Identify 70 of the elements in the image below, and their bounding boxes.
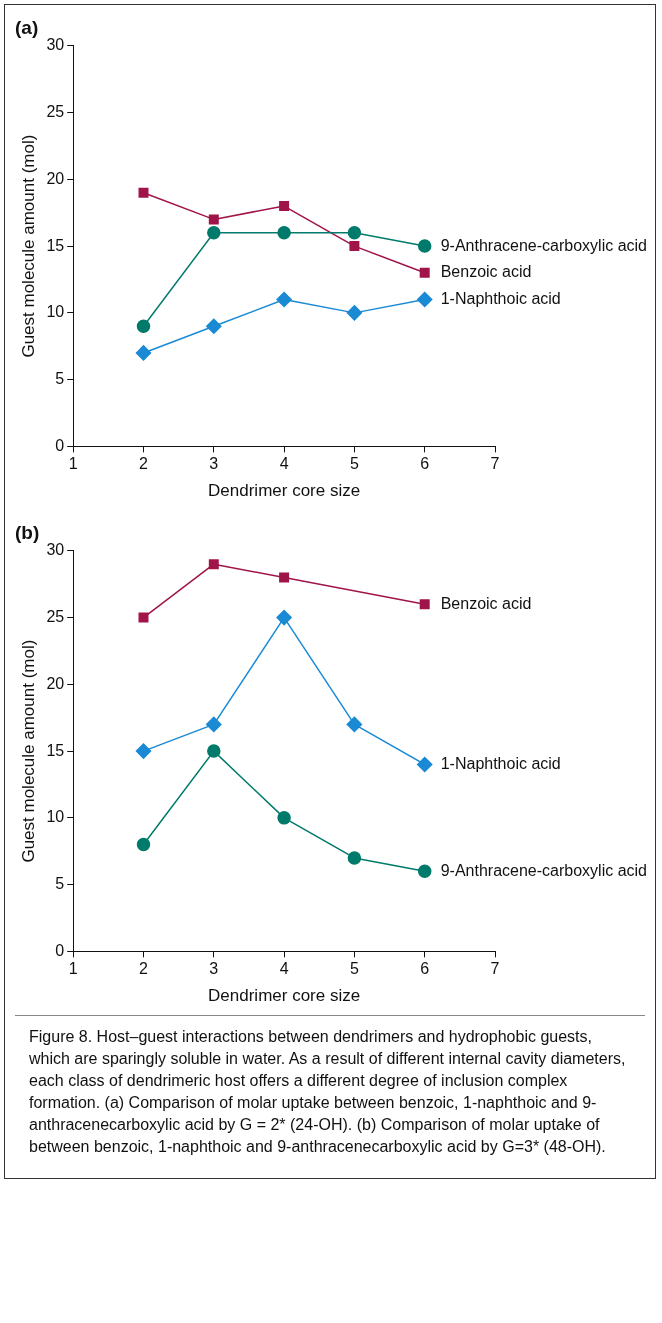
- point: [419, 599, 430, 610]
- x-tick-label: 7: [490, 960, 500, 978]
- point: [138, 187, 149, 198]
- point: [276, 291, 292, 308]
- y-tick-label: 20: [46, 674, 65, 692]
- x-tick-label: 4: [279, 960, 289, 978]
- x-axis-title: Dendrimer core size: [208, 481, 361, 501]
- point: [138, 612, 149, 623]
- y-tick-label: 25: [46, 607, 65, 625]
- chart-title: (a): [15, 16, 39, 38]
- caption: Figure 8. Host–guest interactions between dendrimers and hydrophobic guests, which are sparingly soluble in water. As a result of different internal cavity diameters, each class of dendrimeric host offers a different degree of inclusion complex formation. (a) Comparison of molar uptake between benzoic, 1-naphthoic and 9-anthracenecarboxylic acid by G = 2* (24-OH). (b) Comparison of molar uptake of between benzoic, 1-naphthoic and 9-anthracenecarboxylic acid by G=3* (48-OH).: [15, 1015, 645, 1178]
- point: [208, 559, 219, 570]
- x-tick-label: 6: [420, 960, 430, 978]
- x-tick-label: 3: [209, 960, 219, 978]
- y-tick-label: 30: [46, 36, 65, 54]
- point: [135, 345, 152, 361]
- point: [135, 743, 152, 759]
- y-tick-label: 0: [55, 941, 65, 959]
- y-tick-label: 20: [46, 169, 65, 187]
- chart-title: (b): [15, 521, 40, 543]
- point: [276, 609, 292, 626]
- series-label: 9-Anthracene-carboxylic acid: [440, 236, 648, 254]
- point: [206, 716, 222, 733]
- x-tick-label: 3: [209, 455, 219, 473]
- point: [277, 811, 291, 825]
- x-tick-label: 5: [349, 960, 359, 978]
- series-label: Benzoic acid: [440, 263, 532, 281]
- y-axis-title: Guest molecule amount (mol): [18, 134, 38, 358]
- x-tick-label: 6: [420, 455, 430, 473]
- y-tick-label: 10: [46, 808, 65, 826]
- y-tick-label: 5: [55, 875, 65, 893]
- series-label: Benzoic acid: [440, 594, 532, 612]
- point: [349, 241, 360, 252]
- y-tick-label: 15: [46, 236, 65, 254]
- point: [277, 226, 291, 240]
- point: [347, 226, 362, 240]
- y-tick-label: 5: [55, 370, 65, 388]
- x-tick-label: 5: [349, 455, 359, 473]
- y-tick-label: 10: [46, 303, 65, 321]
- point: [416, 291, 433, 308]
- y-tick-label: 0: [55, 436, 65, 454]
- point: [206, 318, 222, 334]
- series-label: 9-Anthracene-carboxylic acid: [440, 861, 648, 879]
- point: [346, 716, 363, 733]
- point: [417, 864, 432, 879]
- y-tick-label: 25: [46, 102, 65, 120]
- point: [208, 214, 219, 225]
- y-tick-label: 30: [46, 541, 65, 559]
- x-tick-label: 1: [68, 960, 78, 978]
- y-axis-title: Guest molecule amount (mol): [18, 639, 38, 863]
- point: [347, 851, 362, 865]
- x-tick-label: 2: [139, 960, 149, 978]
- x-tick-label: 2: [139, 455, 149, 473]
- point: [417, 239, 432, 253]
- point: [419, 267, 430, 278]
- point: [207, 226, 221, 240]
- x-tick-label: 1: [68, 455, 78, 473]
- x-tick-label: 7: [490, 455, 500, 473]
- y-tick-label: 15: [46, 741, 65, 759]
- point: [136, 319, 151, 333]
- point: [207, 744, 221, 758]
- point: [346, 305, 363, 321]
- x-tick-label: 4: [279, 455, 289, 473]
- point: [279, 572, 290, 583]
- point: [279, 201, 290, 212]
- series-label: 1-Naphthoic acid: [440, 289, 561, 307]
- point: [136, 837, 151, 852]
- x-axis-title: Dendrimer core size: [208, 986, 361, 1006]
- point: [416, 756, 433, 773]
- series-label: 1-Naphthoic acid: [440, 754, 561, 772]
